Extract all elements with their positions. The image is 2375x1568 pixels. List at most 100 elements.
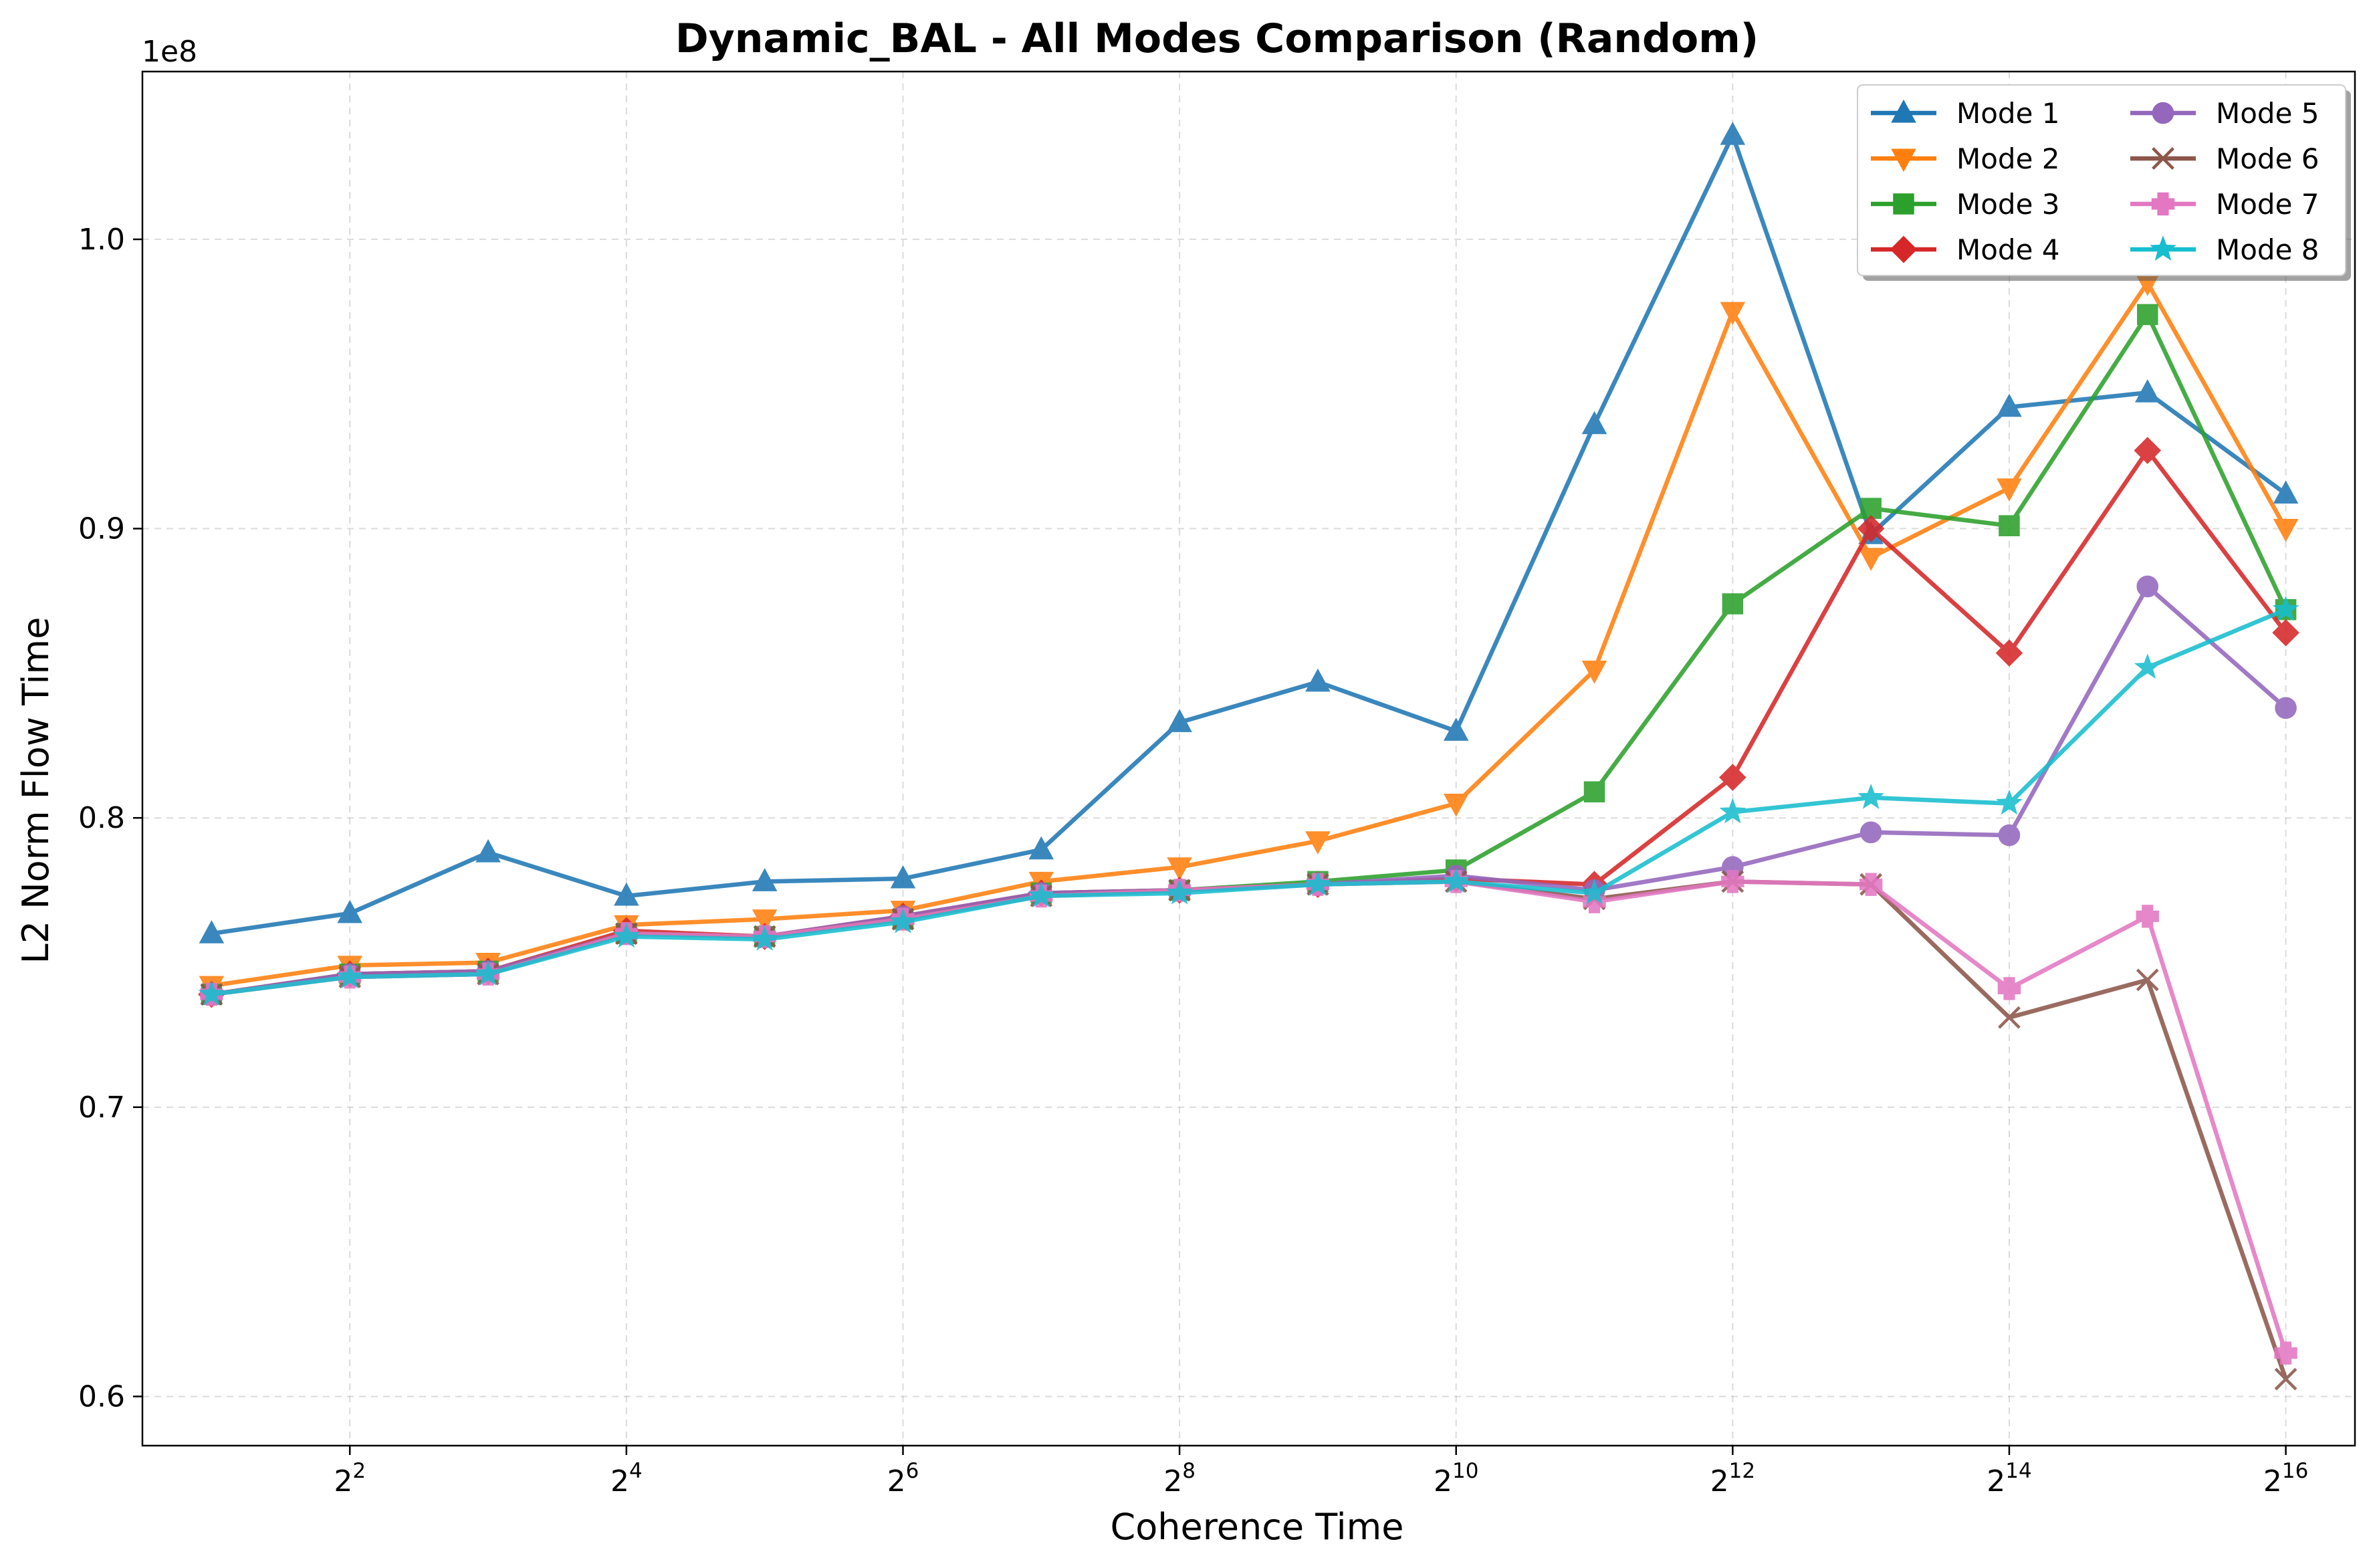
x-tick-label-base: 2	[334, 1464, 352, 1498]
data-point	[1999, 515, 2020, 536]
data-point	[751, 925, 778, 951]
legend-item: Mode 6	[2130, 142, 2320, 175]
y-tick-label: 0.6	[78, 1379, 125, 1414]
legend-marker	[1891, 148, 1916, 173]
x-axis-label: Coherence Time	[1111, 1506, 1404, 1548]
series-mode-8	[198, 595, 2299, 1006]
series-line	[211, 280, 2288, 988]
x-tick-label: 212	[1710, 1459, 1755, 1498]
data-point	[890, 865, 916, 889]
legend-item: Mode 5	[2130, 97, 2320, 130]
legend-box	[1857, 84, 2346, 276]
data-point	[1167, 857, 1192, 881]
legend-item: Mode 1	[1871, 97, 2060, 130]
data-point	[1857, 784, 1885, 809]
legend-marker	[1893, 193, 1914, 215]
x-tick-label: 26	[887, 1459, 919, 1498]
data-point	[1167, 709, 1192, 732]
x-tick-label-exponent: 16	[2282, 1459, 2308, 1483]
data-point	[337, 899, 362, 923]
x-tick-label: 216	[2263, 1459, 2308, 1498]
data-point	[2274, 1341, 2297, 1365]
data-point	[1722, 593, 1744, 614]
legend-marker	[2152, 102, 2174, 124]
x-tick-label: 24	[610, 1459, 643, 1498]
data-point	[1860, 497, 1882, 520]
data-point	[2273, 519, 2299, 542]
data-point	[1305, 870, 1331, 896]
data-point	[612, 922, 640, 948]
x-tick-label-exponent: 4	[629, 1459, 643, 1483]
y-tick-label: 0.7	[78, 1091, 125, 1125]
data-point	[1581, 411, 1607, 435]
data-point	[2272, 619, 2299, 647]
data-point	[2136, 968, 2159, 992]
legend-label: Mode 6	[2216, 142, 2320, 175]
data-point	[1581, 661, 1607, 684]
data-point	[1028, 836, 1054, 860]
data-point	[2136, 575, 2159, 598]
x-tick-label-exponent: 8	[1182, 1459, 1196, 1483]
y-axis-offset-label: 1e8	[142, 35, 197, 69]
legend-label: Mode 2	[1956, 142, 2060, 175]
x-tick-label-exponent: 2	[352, 1459, 366, 1483]
data-point	[1721, 870, 1744, 893]
legend-label: Mode 3	[1956, 188, 2060, 221]
data-point	[1998, 824, 2021, 847]
data-point	[2135, 379, 2160, 403]
series-group	[198, 122, 2299, 1391]
x-tick-label-base: 2	[1987, 1464, 2005, 1498]
series-line	[211, 132, 2287, 936]
legend-label: Mode 5	[2216, 97, 2320, 130]
legend-item: Mode 3	[1871, 188, 2060, 221]
x-tick-label-base: 2	[887, 1464, 906, 1498]
x-tick-label-base: 2	[1163, 1464, 1182, 1498]
data-point	[1305, 668, 1331, 692]
data-point	[1719, 764, 1746, 791]
data-point	[1997, 977, 2021, 1000]
data-point	[1443, 794, 1469, 817]
y-axis-label: L2 Norm Flow Time	[15, 617, 57, 964]
data-point	[475, 839, 501, 863]
data-point	[2275, 697, 2297, 719]
data-point	[1166, 879, 1193, 905]
data-point	[2134, 653, 2161, 679]
x-tick-label-exponent: 6	[906, 1459, 919, 1483]
plot-frame	[141, 70, 2356, 1447]
data-point	[1305, 831, 1331, 855]
legend-marker	[1891, 99, 1916, 123]
x-tick-label-exponent: 12	[1729, 1459, 1755, 1483]
data-point	[2272, 595, 2299, 621]
data-point	[336, 963, 363, 989]
y-tick-label: 0.9	[78, 512, 125, 546]
x-tick-label: 22	[334, 1459, 366, 1498]
data-point	[1858, 548, 1884, 571]
data-point	[2137, 304, 2158, 326]
x-tick-label: 210	[1434, 1459, 1478, 1498]
data-point	[1997, 393, 2022, 417]
data-point	[1996, 789, 2023, 815]
x-tick-label-base: 2	[1434, 1464, 1452, 1498]
data-point	[2273, 480, 2299, 504]
data-point	[1995, 639, 2023, 667]
chart-title: Dynamic_BAL - All Modes Comparison (Rand…	[675, 15, 1759, 62]
data-point	[1720, 302, 1746, 326]
y-tick-label: 0.8	[78, 801, 125, 835]
legend-item: Mode 4	[1871, 233, 2060, 266]
legend: Mode 1 Mode 2 Mode 3 Mode 4 Mode 5 Mode 6 Mode…	[1857, 84, 2351, 281]
x-tick-label-exponent: 14	[2005, 1459, 2031, 1483]
data-point	[752, 909, 778, 933]
data-point	[2274, 1367, 2297, 1391]
data-point	[1859, 873, 1883, 896]
x-tick-label: 214	[1987, 1459, 2031, 1498]
legend-marker	[2151, 192, 2175, 216]
data-point	[475, 960, 501, 986]
x-tick-label: 28	[1163, 1459, 1196, 1498]
legend-marker	[1890, 235, 1918, 263]
legend-label: Mode 8	[2216, 233, 2320, 266]
x-tick-label-base: 2	[1710, 1464, 1729, 1498]
data-point	[1997, 478, 2022, 502]
legend-label: Mode 4	[1956, 233, 2060, 266]
